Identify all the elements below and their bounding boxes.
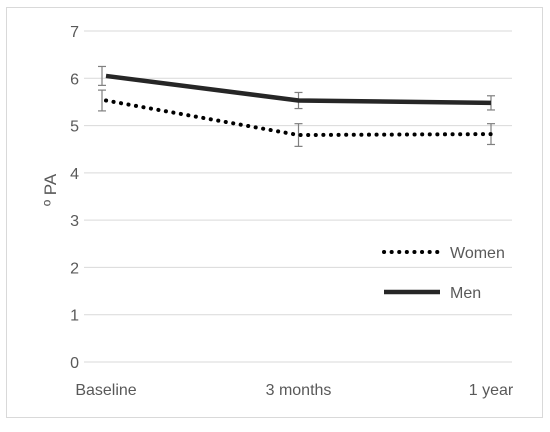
error-bar	[294, 123, 303, 147]
y-axis-label: º PA	[41, 173, 60, 206]
chart-border	[6, 7, 543, 418]
y-tick-label: 3	[70, 213, 79, 230]
series-lines	[104, 73, 493, 138]
y-tick-label: 2	[70, 260, 79, 277]
y-tick-label: 4	[70, 166, 79, 183]
y-tick-label: 5	[70, 119, 79, 136]
y-tick-label: 6	[70, 71, 79, 88]
y-tick-label: 1	[70, 308, 79, 325]
series-line-men	[105, 73, 492, 106]
y-tick-label: 0	[70, 355, 79, 372]
x-tick-label: 3 months	[266, 382, 332, 399]
legend-label: Men	[450, 285, 481, 302]
error-bar	[98, 65, 106, 86]
y-axis-tick-labels: 0 1 2 3 4 5 6 7	[70, 24, 79, 372]
x-tick-label: 1 year	[469, 382, 514, 399]
y-tick-label: 7	[70, 24, 79, 41]
legend: Women Men	[382, 245, 505, 302]
x-axis-tick-labels: Baseline 3 months 1 year	[75, 382, 514, 399]
x-tick-label: Baseline	[75, 382, 136, 399]
error-bars	[98, 65, 495, 147]
error-bar	[98, 89, 106, 112]
legend-item-women: Women	[382, 245, 505, 262]
legend-item-men: Men	[384, 285, 481, 302]
legend-label: Women	[450, 245, 505, 262]
